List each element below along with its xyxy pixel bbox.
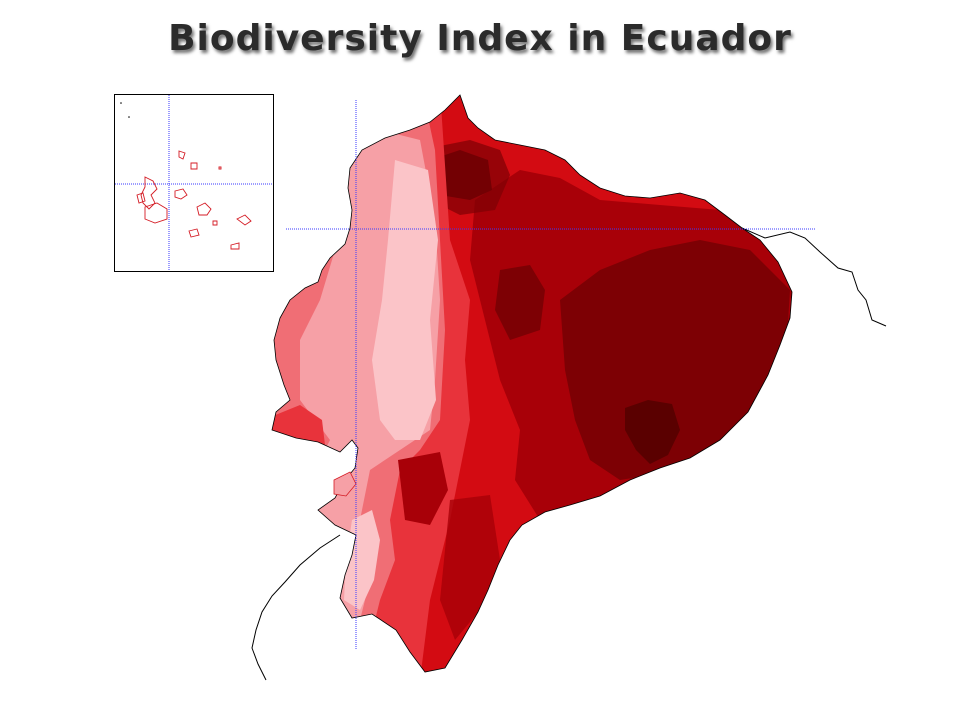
biodiversity-level-1-region [372,160,438,440]
biodiversity-level-8-region [625,400,680,464]
biodiversity-level-7-region [560,240,790,480]
isabela-island [140,176,158,210]
darwin-island [120,102,122,104]
wolf-island [128,116,130,118]
santa-fe-island [212,220,218,226]
ecuador-outline [271,94,793,673]
neighbor-border-southwest [251,534,341,681]
neighbor-border-northeast [741,227,887,327]
southern-dark-strip [440,495,500,640]
galapagos-inset-map [115,95,273,271]
southern-andes-dark-region [398,452,448,525]
santiago-island [174,188,188,200]
floreana-island [188,228,200,238]
santa-cruz-island [196,202,212,216]
map-title: Biodiversity Index in Ecuador [168,18,792,59]
genovesa-island [218,166,222,170]
isabela-south [144,202,168,224]
fernandina-island [136,192,146,204]
biodiversity-level-7-north [495,265,545,340]
pinta-island [178,150,186,160]
galapagos-inset [114,94,274,272]
marchena-island [190,162,198,170]
espanola-island [230,242,240,250]
san-cristobal-island [236,214,252,226]
puna-island [333,471,357,497]
